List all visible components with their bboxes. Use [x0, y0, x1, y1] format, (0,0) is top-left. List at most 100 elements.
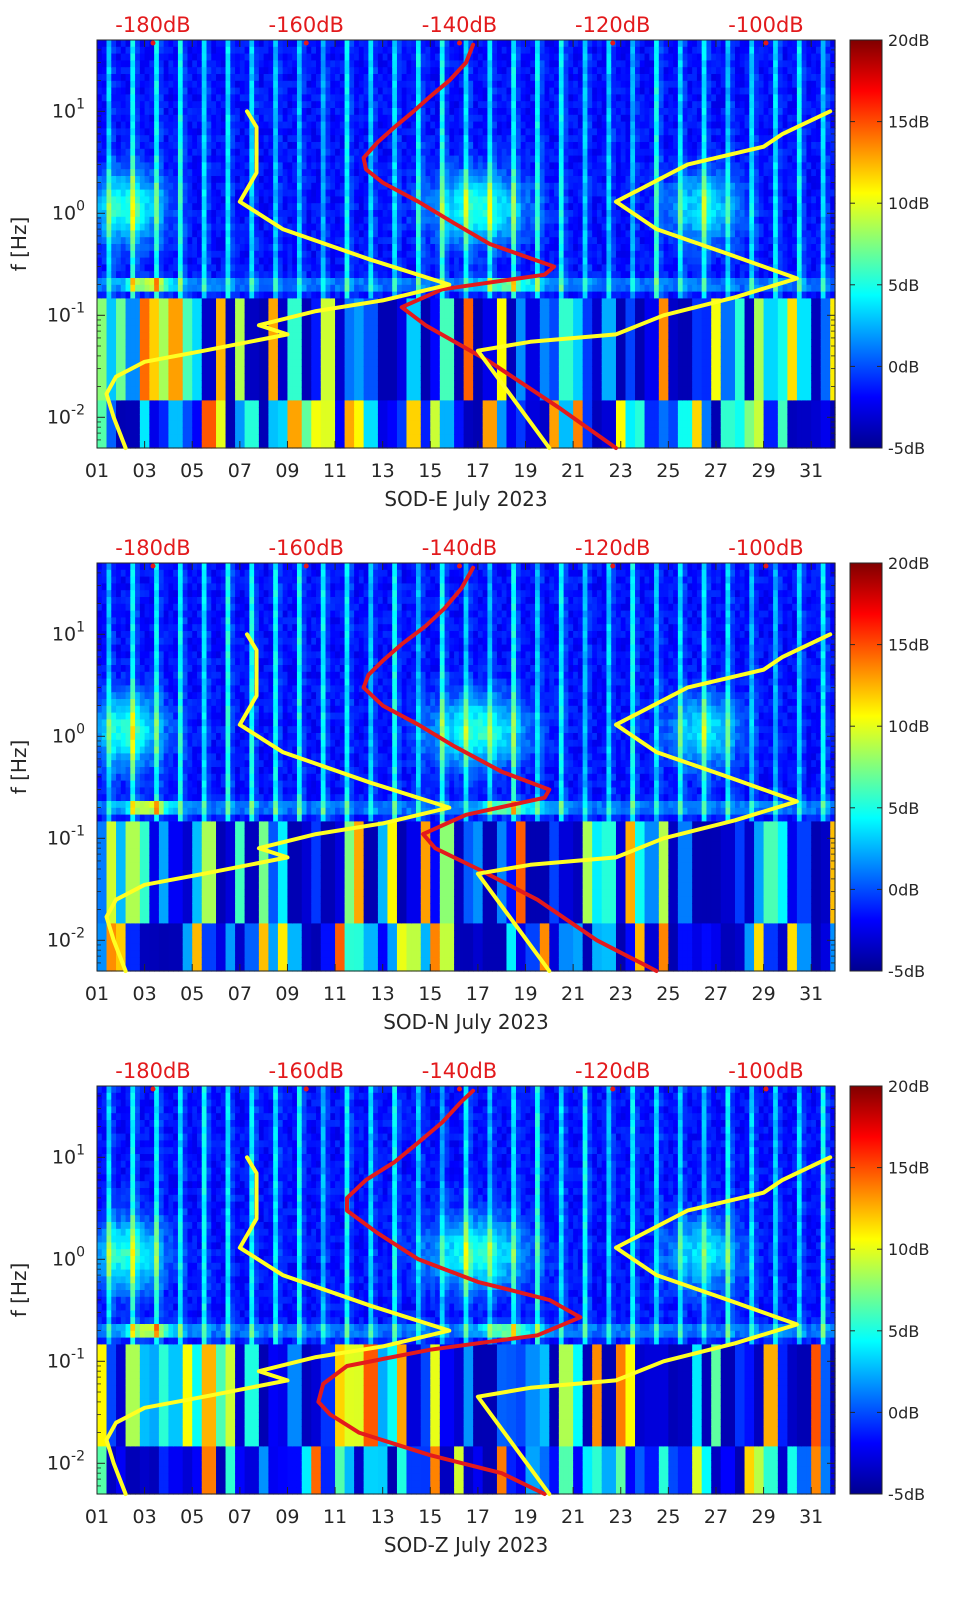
yellow-model-curve: [104, 109, 452, 450]
top-db-tick-dot: [150, 1086, 156, 1092]
x-tick-label: 27: [704, 983, 728, 1005]
x-tick-label: 21: [561, 983, 585, 1005]
colorbar-tick-label: 15dB: [888, 113, 930, 132]
red-noise-curve: [361, 42, 618, 450]
x-tick-label: 01: [85, 1506, 109, 1528]
yellow-model-curve: [475, 1155, 833, 1496]
x-tick-label: 19: [513, 1506, 537, 1528]
y-axis-label: f [Hz]: [7, 217, 31, 272]
x-tick-label: 27: [704, 460, 728, 482]
colorbar-tick-label: 5dB: [888, 1322, 919, 1341]
top-db-label: -100dB: [728, 536, 803, 560]
colorbar-tick-label: 20dB: [888, 31, 930, 50]
x-tick-label: 29: [751, 460, 775, 482]
x-tick-label: 07: [228, 460, 252, 482]
top-db-label: -120dB: [575, 1059, 650, 1083]
x-tick-label: 15: [418, 983, 442, 1005]
top-db-tick-dot: [763, 40, 769, 46]
x-tick-label: 23: [609, 983, 633, 1005]
y-axis-label: f [Hz]: [7, 1263, 31, 1318]
top-db-tick-dot: [457, 563, 462, 569]
y-tick-label: 10-1: [47, 300, 85, 326]
x-tick-label: 11: [323, 460, 347, 482]
x-tick-label: 31: [799, 1506, 823, 1528]
y-tick-label: 10-2: [47, 925, 85, 951]
colorbar-gradient: [849, 1085, 883, 1495]
top-db-tick-dot: [303, 563, 309, 569]
top-db-label: -100dB: [728, 1059, 803, 1083]
y-tick-label: 10-1: [47, 823, 85, 849]
spectrogram-panel: 01 03 05 07 09 11 13 15 17 19 21 23 25 27 29 31 10-2 10-1…: [7, 13, 930, 511]
top-db-tick-dot: [610, 40, 616, 46]
y-tick-label: 101: [52, 619, 85, 645]
x-tick-label: 31: [799, 460, 823, 482]
colorbar-tick-label: 20dB: [888, 1077, 930, 1096]
x-tick-label: 17: [466, 460, 490, 482]
top-db-label: -160dB: [269, 13, 344, 37]
colorbar-tick-label: 0dB: [888, 1403, 919, 1422]
x-tick-label: 19: [513, 983, 537, 1005]
colorbar-tick-label: -5dB: [888, 962, 925, 981]
colorbar-tick-label: 15dB: [888, 636, 930, 655]
x-axis-label: SOD-E July 2023: [384, 487, 547, 511]
x-tick-label: 15: [418, 1506, 442, 1528]
colorbar: 20dB 15dB 10dB 5dB 0dB -5dB: [849, 1077, 930, 1504]
top-db-label: -120dB: [575, 13, 650, 37]
top-db-label: -140dB: [422, 536, 497, 560]
y-tick-label: 10-1: [47, 1346, 85, 1372]
top-db-tick-dot: [150, 40, 156, 46]
x-tick-label: 03: [133, 1506, 157, 1528]
x-tick-label: 07: [228, 983, 252, 1005]
x-tick-label: 19: [513, 460, 537, 482]
x-tick-label: 01: [85, 983, 109, 1005]
x-tick-label: 05: [180, 983, 204, 1005]
y-tick-label: 101: [52, 96, 85, 122]
x-tick-label: 17: [466, 1506, 490, 1528]
red-noise-curve: [316, 1088, 583, 1496]
x-tick-label: 13: [371, 983, 395, 1005]
spectrogram-panel: 01 03 05 07 09 11 13 15 17 19 21 23 25 27 29 31 10-2 10-1…: [7, 1059, 930, 1557]
top-db-label: -160dB: [269, 1059, 344, 1083]
x-tick-label: 05: [180, 460, 204, 482]
y-tick-label: 100: [52, 1244, 85, 1270]
x-tick-label: 23: [609, 1506, 633, 1528]
colorbar: 20dB 15dB 10dB 5dB 0dB -5dB: [849, 31, 930, 458]
x-tick-label: 01: [85, 460, 109, 482]
colorbar-tick-label: 10dB: [888, 194, 930, 213]
top-db-tick-dot: [610, 563, 616, 569]
x-tick-label: 27: [704, 1506, 728, 1528]
x-tick-label: 25: [656, 460, 680, 482]
spectrogram-panel: 01 03 05 07 09 11 13 15 17 19 21 23 25 27 29 31 10-2 10-1…: [7, 536, 930, 1034]
colorbar-tick-label: 15dB: [888, 1159, 930, 1178]
spectrogram-heatmap: [97, 1086, 836, 1495]
y-tick-label: 100: [52, 721, 85, 747]
y-tick-label: 10-2: [47, 1448, 85, 1474]
top-db-label: -140dB: [422, 1059, 497, 1083]
x-tick-label: 29: [751, 1506, 775, 1528]
top-db-label: -180dB: [115, 13, 190, 37]
top-db-label: -140dB: [422, 13, 497, 37]
yellow-model-curve: [475, 109, 833, 450]
colorbar-tick-label: 10dB: [888, 1240, 930, 1259]
x-tick-label: 25: [656, 983, 680, 1005]
x-tick-label: 31: [799, 983, 823, 1005]
x-axis-label: SOD-N July 2023: [383, 1010, 549, 1034]
x-tick-label: 15: [418, 460, 442, 482]
x-tick-label: 05: [180, 1506, 204, 1528]
top-db-tick-dot: [610, 1086, 616, 1092]
x-tick-label: 09: [275, 1506, 299, 1528]
colorbar-tick-label: -5dB: [888, 1485, 925, 1504]
x-tick-label: 23: [609, 460, 633, 482]
colorbar-tick-label: 5dB: [888, 276, 919, 295]
colorbar-gradient: [849, 39, 883, 449]
top-db-label: -160dB: [269, 536, 344, 560]
x-tick-label: 29: [751, 983, 775, 1005]
x-tick-label: 09: [275, 983, 299, 1005]
y-axis-label: f [Hz]: [7, 740, 31, 795]
top-db-tick-dot: [150, 563, 156, 569]
colorbar-tick-label: 5dB: [888, 799, 919, 818]
top-db-tick-dot: [303, 40, 309, 46]
colorbar-tick-label: 10dB: [888, 717, 930, 736]
spectrogram-heatmap: [97, 563, 836, 972]
